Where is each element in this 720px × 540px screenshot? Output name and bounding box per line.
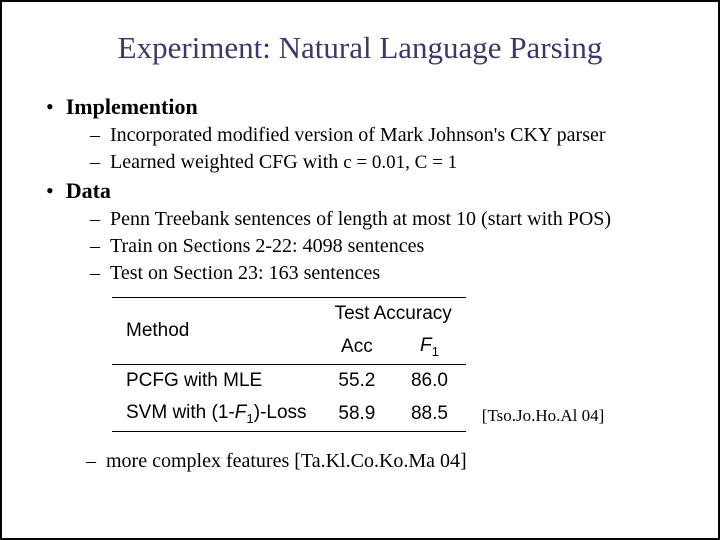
bullet-dot-icon: • — [46, 96, 54, 118]
sub-text: Train on Sections 2-22: 4098 sentences — [110, 235, 424, 258]
sub-text: Learned weighted CFG with c = 0.01, C = … — [110, 151, 457, 174]
bullet-label: Implemention — [66, 94, 198, 120]
bullet-dot-icon: • — [46, 180, 54, 202]
f1-sub: 1 — [432, 344, 439, 359]
bullet-label: Data — [66, 178, 111, 204]
dash-icon: – — [90, 208, 100, 231]
results-row: Method Test Accuracy Acc F1 PCFG with ML… — [112, 297, 678, 432]
sub-text-prefix: Learned weighted CFG with — [110, 151, 343, 173]
col-f1: F1 — [393, 330, 466, 364]
sub-text: Penn Treebank sentences of length at mos… — [110, 208, 611, 231]
sub-item: – Test on Section 23: 163 sentences — [90, 262, 678, 285]
f1-letter: F — [420, 335, 432, 356]
sub-item: – Penn Treebank sentences of length at m… — [90, 208, 678, 231]
dash-icon: – — [86, 450, 96, 473]
sub-item: – Incorporated modified version of Mark … — [90, 124, 678, 147]
cell-f1: 86.0 — [393, 364, 466, 397]
sub-text: Incorporated modified version of Mark Jo… — [110, 124, 606, 147]
slide-title: Experiment: Natural Language Parsing — [42, 30, 678, 66]
col-method: Method — [112, 298, 321, 365]
sub-item: – Learned weighted CFG with c = 0.01, C … — [90, 151, 678, 174]
table-row: SVM with (1-F1)-Loss 58.9 88.5 — [112, 397, 466, 431]
cell-acc: 58.9 — [321, 397, 394, 431]
slide-frame: Experiment: Natural Language Parsing • I… — [0, 0, 720, 540]
bullet-list: • Implemention – Incorporated modified v… — [42, 94, 678, 285]
bullet-implementation: • Implemention – Incorporated modified v… — [46, 94, 678, 174]
sub-list-implementation: – Incorporated modified version of Mark … — [46, 124, 678, 174]
citation: [Tso.Jo.Ho.Al 04] — [482, 406, 605, 432]
cell-method: PCFG with MLE — [112, 364, 321, 397]
col-group-accuracy: Test Accuracy — [321, 298, 466, 331]
dash-icon: – — [90, 235, 100, 258]
dash-icon: – — [90, 151, 100, 174]
dash-icon: – — [90, 124, 100, 147]
method-sub: 1 — [246, 411, 253, 426]
method-post: )-Loss — [254, 402, 307, 423]
results-table: Method Test Accuracy Acc F1 PCFG with ML… — [112, 297, 466, 432]
method-pre: SVM with (1- — [126, 402, 235, 423]
cell-acc: 55.2 — [321, 364, 394, 397]
sub-text: more complex features [Ta.Kl.Co.Ko.Ma 04… — [106, 450, 467, 473]
col-acc: Acc — [321, 330, 394, 364]
cell-f1: 88.5 — [393, 397, 466, 431]
sub-list-data: – Penn Treebank sentences of length at m… — [46, 208, 678, 285]
bullet-data: • Data – Penn Treebank sentences of leng… — [46, 178, 678, 285]
table-row: PCFG with MLE 55.2 86.0 — [112, 364, 466, 397]
math-expr: c = 0.01, C = 1 — [343, 152, 457, 173]
post-table-sub: – more complex features [Ta.Kl.Co.Ko.Ma … — [42, 450, 678, 473]
sub-item: – Train on Sections 2-22: 4098 sentences — [90, 235, 678, 258]
sub-text: Test on Section 23: 163 sentences — [110, 262, 380, 285]
cell-method: SVM with (1-F1)-Loss — [112, 397, 321, 431]
dash-icon: – — [90, 262, 100, 285]
sub-item: – more complex features [Ta.Kl.Co.Ko.Ma … — [86, 450, 678, 473]
method-f: F — [235, 402, 247, 423]
